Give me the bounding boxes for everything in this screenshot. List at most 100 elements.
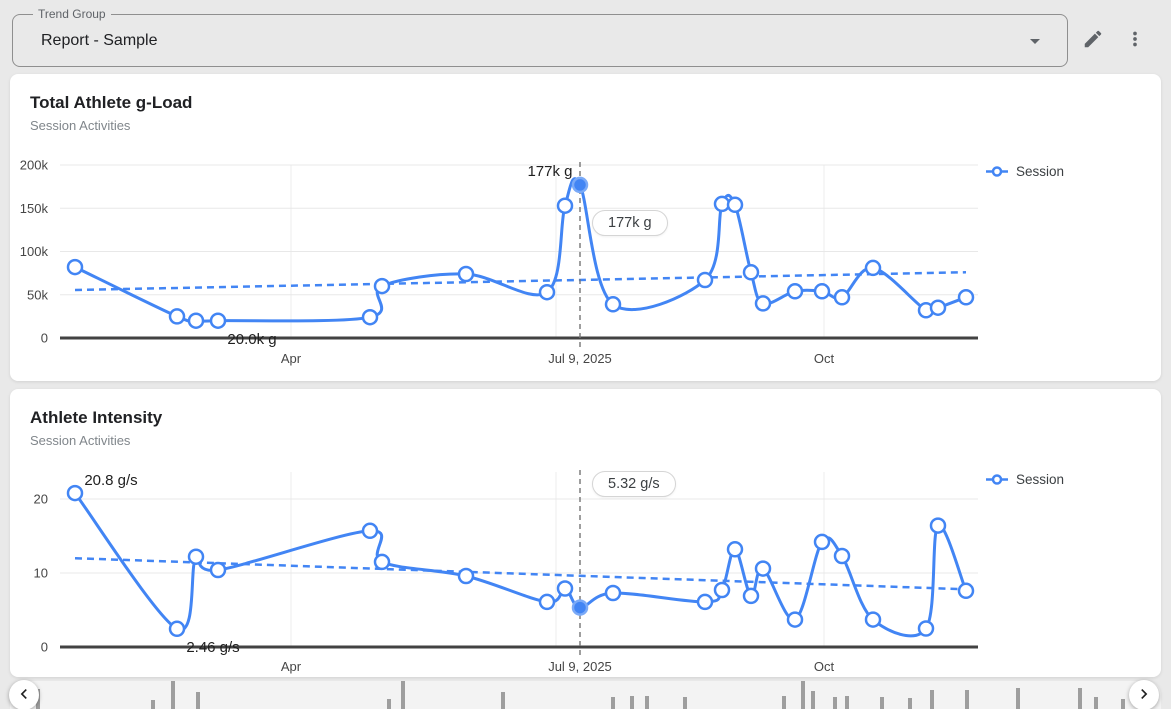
- activity-density-bar: [501, 692, 505, 709]
- data-point[interactable]: [373, 277, 391, 295]
- activity-density-bar: [611, 697, 615, 709]
- data-point[interactable]: [66, 484, 84, 502]
- intensity-line-chart: 0 10 20 Apr Jul 9, 2025 Oct 20.8 g/s 2.46 g/s: [34, 470, 978, 674]
- x-axis-tick-label: Apr: [281, 659, 302, 674]
- x-axis-tick-label: Oct: [814, 659, 835, 674]
- activity-density-bar: [782, 696, 786, 709]
- data-point[interactable]: [209, 561, 227, 579]
- data-point[interactable]: [833, 289, 851, 306]
- data-point[interactable]: [929, 299, 947, 316]
- chart-title: Total Athlete g-Load: [30, 93, 193, 112]
- highlighted-data-point[interactable]: [571, 599, 589, 616]
- y-axis-tick-label: 0: [41, 640, 48, 655]
- timeline-scrubber[interactable]: [10, 681, 1161, 709]
- y-axis-tick-label: 100k: [20, 244, 49, 259]
- data-point[interactable]: [556, 197, 574, 214]
- data-point[interactable]: [66, 258, 84, 276]
- chart-tooltip: 5.32 g/s: [592, 471, 676, 497]
- data-point[interactable]: [209, 312, 227, 329]
- data-point[interactable]: [696, 271, 714, 289]
- activity-density-bar: [387, 699, 391, 709]
- data-point[interactable]: [604, 584, 622, 602]
- trendline: [74, 271, 967, 292]
- chart-subtitle: Session Activities: [30, 433, 131, 448]
- data-point[interactable]: [187, 312, 205, 329]
- data-point[interactable]: [168, 308, 186, 325]
- data-point[interactable]: [917, 620, 935, 637]
- chart-title: Athlete Intensity: [30, 408, 163, 427]
- data-point[interactable]: [786, 283, 804, 300]
- edit-button[interactable]: [1073, 20, 1113, 60]
- more-options-button[interactable]: [1115, 20, 1155, 60]
- data-point[interactable]: [754, 295, 772, 312]
- value-annotation: 20.0k g: [227, 331, 276, 348]
- activity-density-bar: [1121, 699, 1125, 709]
- data-point[interactable]: [786, 611, 804, 628]
- data-point[interactable]: [373, 553, 391, 571]
- x-axis-tick-label: Apr: [281, 351, 302, 366]
- gload-line-chart: 0 50k 100k 150k 200k Apr Jul 9, 2025 Oct 177k g 2…: [20, 158, 978, 366]
- trendline: [74, 556, 967, 591]
- data-point[interactable]: [168, 620, 186, 638]
- data-point[interactable]: [696, 593, 714, 611]
- chevron-left-icon: [14, 684, 34, 707]
- y-axis-tick-label: 0: [41, 331, 48, 346]
- x-axis-tick-label: Jul 9, 2025: [548, 659, 612, 674]
- data-point[interactable]: [604, 296, 622, 313]
- data-point[interactable]: [813, 533, 831, 551]
- highlighted-data-point[interactable]: [571, 176, 589, 194]
- data-point[interactable]: [833, 547, 851, 565]
- data-point[interactable]: [957, 582, 975, 600]
- chart-tooltip: 177k g: [592, 210, 668, 236]
- activity-density-bar: [833, 697, 837, 709]
- value-annotation: 20.8 g/s: [84, 472, 137, 489]
- data-point[interactable]: [457, 567, 475, 585]
- y-axis-tick-label: 50k: [27, 287, 48, 302]
- data-point[interactable]: [538, 593, 556, 611]
- data-point[interactable]: [726, 541, 744, 558]
- series-line: [73, 492, 968, 638]
- chevron-right-icon: [1134, 684, 1154, 707]
- data-point[interactable]: [929, 517, 947, 534]
- data-point[interactable]: [864, 259, 882, 277]
- activity-density-bar: [401, 681, 405, 709]
- legend-label: Session: [1016, 472, 1065, 487]
- trend-group-select[interactable]: Trend Group Report - Sample: [12, 6, 1068, 67]
- data-point[interactable]: [538, 283, 556, 301]
- data-point[interactable]: [556, 580, 574, 597]
- legend: Session: [985, 472, 1064, 487]
- scrub-right-button[interactable]: [1129, 680, 1159, 709]
- data-point[interactable]: [726, 196, 744, 214]
- activity-density-bar: [801, 681, 805, 709]
- data-point[interactable]: [864, 611, 882, 628]
- chart-subtitle: Session Activities: [30, 118, 131, 133]
- activity-density-bar: [630, 696, 634, 709]
- data-point[interactable]: [361, 522, 379, 540]
- y-axis-tick-label: 200k: [20, 158, 49, 173]
- data-point[interactable]: [742, 264, 760, 281]
- x-axis-tick-label: Oct: [814, 351, 835, 366]
- data-point[interactable]: [754, 560, 772, 577]
- value-annotation: 177k g: [527, 163, 572, 180]
- y-axis-tick-label: 20: [34, 492, 48, 507]
- activity-density-bar: [151, 700, 155, 709]
- data-point[interactable]: [813, 283, 831, 300]
- data-point[interactable]: [957, 289, 975, 306]
- activity-density-bar: [645, 696, 649, 709]
- activity-density-bar: [171, 681, 175, 709]
- legend: Session: [985, 164, 1064, 179]
- data-point[interactable]: [742, 587, 760, 605]
- data-point[interactable]: [457, 265, 475, 283]
- x-axis-tick-label: Jul 9, 2025: [548, 351, 612, 366]
- activity-density-bar: [845, 696, 849, 709]
- activity-density-bar: [811, 691, 815, 709]
- legend-line-marker-icon: [986, 166, 1008, 177]
- activity-density-bar: [880, 697, 884, 709]
- data-point[interactable]: [361, 308, 379, 326]
- scrub-left-button[interactable]: [9, 680, 39, 709]
- series-line: [74, 177, 967, 324]
- activity-density-bar: [930, 690, 934, 709]
- data-point[interactable]: [713, 581, 731, 599]
- data-point[interactable]: [187, 548, 205, 565]
- activity-density-bar: [196, 692, 200, 709]
